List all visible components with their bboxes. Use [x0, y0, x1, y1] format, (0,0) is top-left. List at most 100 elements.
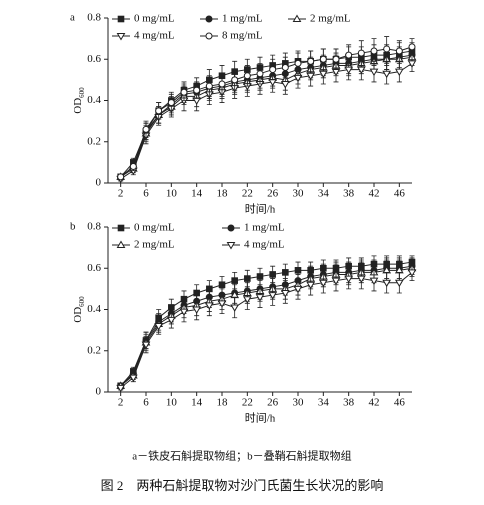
marker [382, 70, 392, 79]
marker [293, 74, 303, 83]
marker [357, 49, 365, 57]
marker [155, 107, 163, 115]
marker [128, 374, 138, 383]
marker [319, 55, 327, 63]
legend-label: 2 mg/mL [310, 13, 351, 25]
x-axis-label: 时间/h [245, 203, 276, 216]
marker [356, 275, 366, 284]
x-axis-label: 时间/h [245, 412, 276, 425]
x-tick-label: 46 [394, 188, 406, 200]
x-tick-label: 38 [343, 397, 355, 409]
legend-label: 1 mg/mL [244, 222, 285, 234]
x-tick-label: 22 [242, 397, 253, 409]
marker [407, 60, 417, 68]
marker [370, 47, 378, 55]
marker [318, 70, 328, 79]
marker [180, 88, 188, 96]
legend-label: 8 mg/mL [222, 30, 263, 42]
marker [218, 80, 226, 88]
marker [129, 163, 137, 170]
legend-label: 4 mg/mL [244, 239, 285, 251]
panel-label: a [70, 12, 75, 24]
x-tick-label: 14 [191, 397, 203, 409]
marker [318, 279, 328, 288]
x-tick-label: 22 [242, 188, 253, 200]
marker [280, 290, 290, 298]
series-line [120, 267, 413, 387]
legend-label: 0 mg/mL [134, 13, 175, 25]
legend-marker [205, 32, 213, 40]
x-tick-label: 2 [118, 397, 124, 409]
legend-marker [226, 242, 236, 250]
marker [255, 294, 265, 302]
x-tick-label: 26 [267, 397, 279, 409]
x-tick-label: 42 [369, 188, 380, 200]
y-axis-label: OD600 [72, 296, 86, 323]
marker [142, 125, 150, 133]
marker [307, 57, 315, 65]
x-tick-label: 6 [143, 188, 149, 200]
x-tick-label: 34 [318, 397, 330, 409]
y-axis-label-subscript: 600 [78, 87, 86, 98]
marker [306, 281, 316, 290]
legend-marker [292, 14, 302, 22]
marker [242, 296, 252, 304]
series-line [120, 54, 413, 178]
marker [383, 45, 391, 53]
marker [331, 277, 341, 286]
marker [243, 72, 251, 80]
marker [117, 173, 125, 181]
marker [332, 55, 340, 63]
y-tick-label: 0.4 [87, 94, 101, 106]
x-tick-label: 14 [191, 188, 203, 200]
marker [356, 66, 366, 75]
x-tick-label: 6 [143, 397, 149, 409]
legend-marker [117, 15, 125, 23]
marker [369, 277, 379, 286]
series-line [120, 50, 413, 178]
marker [306, 72, 316, 81]
x-tick-label: 10 [166, 188, 178, 200]
series-line [120, 261, 413, 387]
x-tick-label: 30 [293, 188, 305, 200]
marker [281, 64, 289, 71]
x-tick-label: 34 [318, 188, 330, 200]
figure-caption: 图 2 两种石斛提取物对沙门氏菌生长状况的影响 [101, 478, 384, 493]
marker [294, 59, 302, 67]
marker [167, 99, 175, 107]
y-tick-label: 0.2 [87, 344, 101, 356]
marker [154, 323, 164, 331]
marker [116, 384, 126, 393]
legend-label: 4 mg/mL [134, 30, 175, 42]
y-tick-label: 0.8 [87, 12, 101, 24]
series-line [120, 265, 413, 387]
y-axis-label-subscript: 600 [78, 296, 86, 307]
series-line [120, 62, 413, 180]
marker [256, 70, 264, 78]
marker [268, 292, 278, 300]
marker [193, 86, 201, 94]
legend-marker [116, 33, 126, 41]
y-axis-label-main: OD [72, 307, 84, 323]
marker [408, 43, 416, 51]
y-tick-label: 0.4 [87, 303, 101, 315]
legend-label: 0 mg/mL [134, 222, 175, 234]
x-tick-label: 46 [394, 397, 406, 409]
y-tick-label: 0 [96, 177, 102, 189]
y-tick-label: 0 [96, 386, 102, 398]
y-tick-label: 0.2 [87, 135, 101, 147]
marker [217, 300, 227, 308]
legend-marker [117, 224, 125, 232]
marker [269, 66, 277, 74]
marker [395, 47, 403, 55]
marker [293, 285, 303, 294]
legend-label: 2 mg/mL [134, 239, 175, 251]
marker [369, 68, 379, 77]
x-tick-label: 18 [217, 188, 229, 200]
y-tick-label: 0.6 [87, 53, 101, 65]
marker [230, 304, 240, 312]
x-tick-label: 18 [217, 397, 229, 409]
marker [344, 275, 354, 284]
marker [394, 68, 404, 77]
